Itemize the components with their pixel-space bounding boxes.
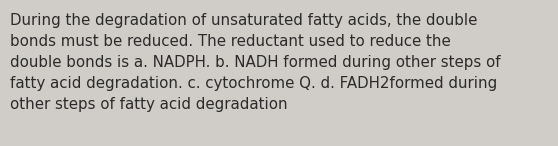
Text: During the degradation of unsaturated fatty acids, the double
bonds must be redu: During the degradation of unsaturated fa… (10, 13, 501, 112)
